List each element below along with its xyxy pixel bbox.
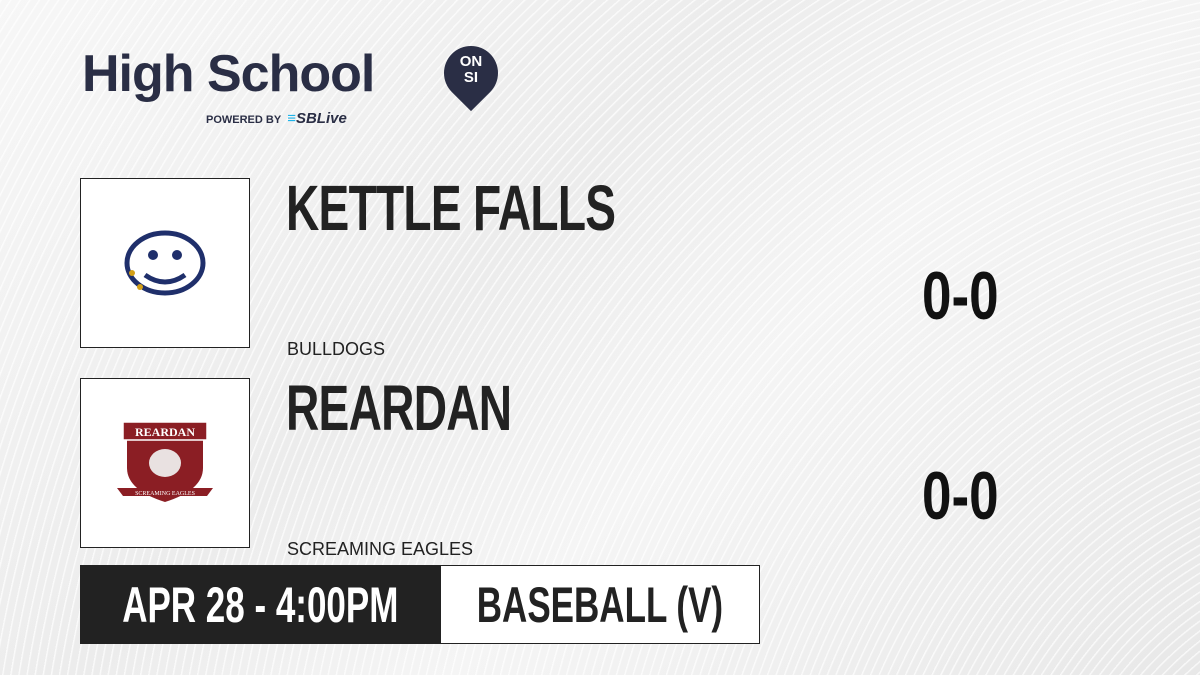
team-score: 0-0 — [922, 258, 999, 334]
svg-text:SCREAMING EAGLES: SCREAMING EAGLES — [135, 491, 195, 497]
team-name: REARDAN — [286, 372, 512, 444]
game-sport: BASEBALL (V) — [440, 565, 760, 644]
team-mascot: BULLDOGS — [287, 339, 386, 359]
powered-by: POWERED BY ≡SBLive — [206, 110, 347, 127]
pin-text: ON SI — [459, 53, 483, 86]
bulldog-logo-icon — [124, 230, 206, 296]
team-logo-kettle-falls — [80, 178, 250, 348]
team-mascot: SCREAMING EAGLES — [287, 539, 474, 559]
game-datetime: APR 28 - 4:00PM — [80, 565, 440, 644]
team-name: KETTLE FALLS — [286, 172, 616, 244]
screaming-eagles-logo-icon: REARDAN SCREAMING EAGLES — [117, 421, 213, 502]
brand-logo: High School ON SI POWERED BY ≡SBLive — [82, 34, 510, 127]
team-logo-reardan: REARDAN SCREAMING EAGLES — [80, 378, 250, 548]
sblive-logo: ≡SBLive — [287, 110, 347, 127]
brand-title: High School — [82, 45, 375, 103]
team-score: 0-0 — [922, 458, 999, 534]
svg-text:REARDAN: REARDAN — [135, 425, 195, 439]
